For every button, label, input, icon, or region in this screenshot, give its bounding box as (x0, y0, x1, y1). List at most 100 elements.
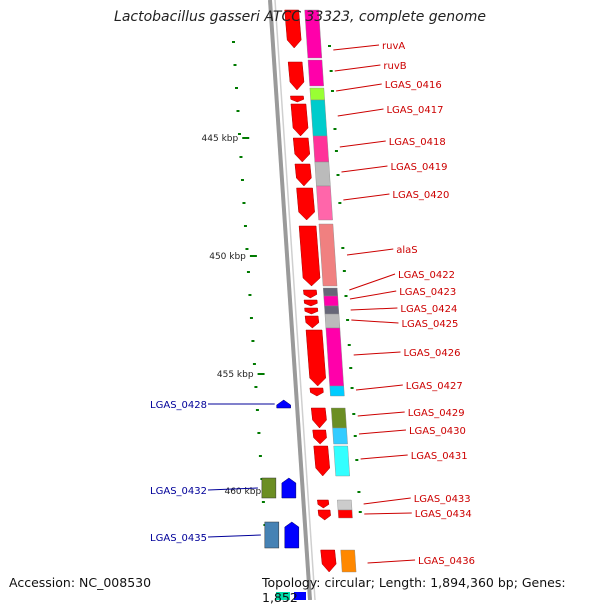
forward-gene-leader (349, 290, 397, 300)
forward-gene-label: LGAS_0423 (399, 287, 456, 298)
forward-gene-leader (335, 83, 382, 92)
scale-tick-label: 460 kbp (224, 487, 261, 497)
forward-gene-arrow (298, 225, 321, 287)
forward-gene-block (309, 87, 325, 101)
forward-gene-block (325, 327, 344, 387)
forward-gene-leader (363, 497, 411, 505)
forward-gene-block (323, 295, 339, 307)
forward-gene-leader (358, 429, 406, 435)
forward-gene-block (322, 287, 338, 297)
forward-gene-block (340, 549, 357, 573)
forward-gene-block (310, 99, 328, 137)
reverse-gene-leader (207, 534, 261, 538)
forward-gene-arrow (294, 163, 312, 187)
reverse-gene-arrow (284, 521, 300, 549)
forward-gene-arrow (309, 387, 324, 397)
forward-gene-leader (339, 140, 386, 148)
forward-gene-block (337, 499, 353, 511)
forward-gene-label: LGAS_0431 (411, 451, 468, 462)
forward-gene-arrow (317, 509, 331, 521)
forward-gene-leader (353, 351, 401, 356)
reverse-gene-arrow (276, 399, 291, 409)
forward-gene-leader (367, 559, 416, 564)
forward-gene-block (333, 445, 350, 477)
forward-gene-leader (351, 319, 399, 324)
forward-gene-block (337, 509, 353, 519)
forward-gene-label: ruvB (383, 61, 406, 72)
scale-tick-label: 445 kbp (202, 134, 239, 144)
reverse-gene-leader (207, 487, 258, 491)
forward-gene-leader (334, 64, 381, 72)
forward-gene-block (304, 9, 323, 59)
forward-gene-arrow (292, 137, 311, 163)
forward-gene-leader (333, 44, 380, 51)
forward-gene-label: LGAS_0434 (415, 509, 472, 520)
topology-text: Topology: circular; Length: 1,894,360 bp… (262, 575, 566, 605)
forward-gene-label: LGAS_0419 (390, 162, 447, 173)
forward-gene-leader (343, 193, 390, 201)
forward-gene-label: LGAS_0436 (418, 556, 475, 567)
forward-gene-label: LGAS_0416 (385, 80, 442, 91)
forward-gene-leader (337, 108, 384, 117)
forward-gene-label: LGAS_0429 (408, 408, 465, 419)
forward-gene-label: ruvA (382, 41, 405, 52)
forward-gene-leader (355, 384, 403, 391)
reverse-gene-block (264, 521, 280, 549)
reverse-gene-block (261, 477, 277, 499)
forward-gene-label: LGAS_0420 (392, 190, 449, 201)
forward-gene-label: LGAS_0427 (406, 381, 463, 392)
forward-gene-block (329, 385, 345, 397)
forward-gene-label: LGAS_0418 (389, 137, 446, 148)
forward-gene-block (332, 427, 348, 445)
forward-gene-arrow (313, 445, 330, 477)
forward-gene-label: LGAS_0424 (400, 304, 457, 315)
backbone-inner (274, 0, 316, 601)
forward-gene-block (318, 223, 338, 287)
forward-gene-block (314, 161, 331, 187)
map-title: Lactobacillus gasseri ATCC 33323, comple… (114, 9, 486, 25)
forward-gene-leader (346, 248, 394, 256)
reverse-gene-label: LGAS_0435 (150, 533, 207, 544)
forward-gene-block (316, 185, 333, 221)
forward-gene-arrow (317, 499, 330, 509)
forward-gene-block (307, 59, 324, 87)
forward-gene-label: alaS (396, 245, 417, 256)
forward-gene-label: LGAS_0426 (403, 348, 460, 359)
forward-gene-arrow (287, 61, 305, 91)
forward-gene-block (330, 407, 347, 429)
forward-gene-label: LGAS_0433 (414, 494, 471, 505)
forward-gene-arrow (303, 299, 318, 307)
forward-gene-label: LGAS_0425 (401, 319, 458, 330)
forward-gene-block (324, 305, 340, 315)
forward-gene-leader (357, 411, 405, 417)
forward-gene-block (324, 313, 341, 329)
forward-gene-arrow (284, 9, 302, 49)
forward-gene-leader (360, 454, 408, 460)
forward-gene-arrow (290, 103, 309, 137)
forward-gene-arrow (320, 549, 337, 573)
forward-gene-arrow (304, 315, 320, 329)
scale-tick-label: 455 kbp (217, 370, 254, 380)
reverse-gene-arrow (281, 477, 297, 499)
forward-gene-label: LGAS_0417 (386, 105, 443, 116)
forward-gene-label: LGAS_0430 (409, 426, 466, 437)
forward-gene-leader (349, 273, 396, 291)
forward-gene-block (312, 135, 330, 163)
forward-gene-arrow (303, 289, 318, 299)
forward-gene-arrow (305, 329, 326, 387)
backbone-outer (268, 0, 312, 601)
partial-gene-block (276, 592, 290, 600)
forward-gene-arrow (312, 429, 327, 445)
accession-text: Accession: NC_008530 (9, 575, 152, 590)
partial-gene-arrow (294, 592, 306, 600)
reverse-gene-label: LGAS_0428 (150, 400, 207, 411)
reverse-gene-label: LGAS_0432 (150, 486, 207, 497)
forward-gene-label: LGAS_0422 (398, 270, 455, 281)
scale-tick-label: 450 kbp (209, 252, 246, 262)
forward-gene-arrow (304, 307, 319, 315)
forward-gene-leader (341, 165, 388, 173)
forward-gene-arrow (296, 187, 315, 221)
forward-gene-arrow (310, 407, 327, 429)
forward-gene-arrow (290, 95, 305, 103)
